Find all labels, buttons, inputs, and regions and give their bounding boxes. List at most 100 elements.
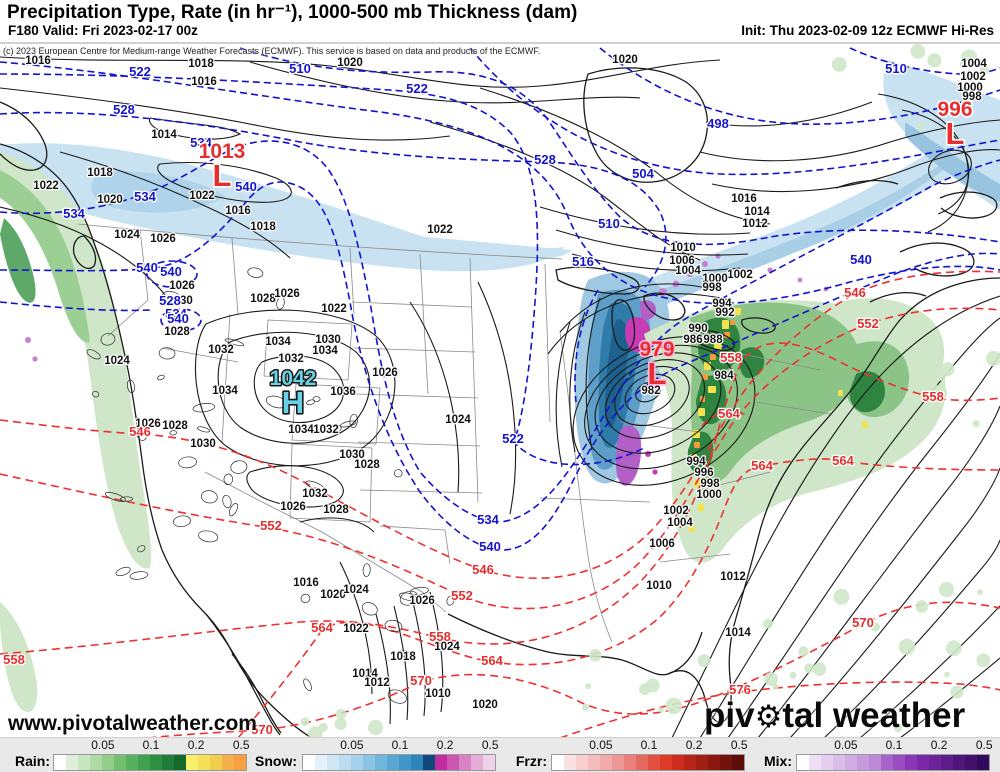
svg-text:1032: 1032 — [302, 488, 328, 500]
svg-text:1032: 1032 — [208, 344, 234, 356]
pivotal-weather-logo: piv⚙tal weather — [704, 696, 965, 736]
legend-color-cell — [672, 755, 684, 770]
svg-text:1004: 1004 — [961, 58, 987, 70]
legend-tick-label: 0.05 — [589, 738, 613, 752]
pressure-center-symbol: L — [946, 116, 965, 151]
pressure-center-value: 979 — [639, 338, 674, 361]
svg-text:1014: 1014 — [744, 206, 770, 218]
svg-text:522: 522 — [502, 431, 524, 446]
terrain-noise-layer — [86, 267, 455, 704]
svg-text:534: 534 — [477, 512, 499, 527]
isobar-layer — [0, 56, 1000, 739]
legend-color-cell — [696, 755, 708, 770]
legend-color-cell — [102, 755, 114, 770]
legend-color-cell — [953, 755, 965, 770]
legend-color-cell — [624, 755, 636, 770]
legend-color-cell — [893, 755, 905, 770]
svg-text:528: 528 — [159, 293, 181, 308]
svg-text:1002: 1002 — [960, 71, 986, 83]
precip-shading-layer — [0, 60, 1000, 713]
legend-color-cell — [576, 755, 588, 770]
logo-text-left: piv — [704, 696, 755, 735]
svg-text:1034: 1034 — [288, 424, 314, 436]
legend-color-cell — [684, 755, 696, 770]
svg-text:1030: 1030 — [339, 449, 365, 461]
legend-color-cell — [977, 755, 989, 770]
legend-color-cell — [339, 755, 351, 770]
svg-text:982: 982 — [641, 385, 660, 397]
legend-color-cell — [732, 755, 744, 770]
legend-tick-label: 0.05 — [834, 738, 858, 752]
legend-color-cell — [222, 755, 234, 770]
legend-tick-label: 0.5 — [730, 738, 748, 752]
svg-text:1026: 1026 — [409, 595, 435, 607]
svg-text:1010: 1010 — [646, 580, 672, 592]
svg-text:528: 528 — [113, 102, 135, 117]
svg-text:1016: 1016 — [225, 205, 251, 217]
legend-tick-label: 0.2 — [436, 738, 454, 752]
svg-text:1018: 1018 — [87, 167, 113, 179]
svg-text:1004: 1004 — [675, 265, 701, 277]
svg-text:1024: 1024 — [343, 584, 369, 596]
svg-text:1022: 1022 — [343, 623, 369, 635]
legend-color-cell — [797, 755, 809, 770]
legend-scale-mix — [796, 754, 990, 771]
svg-text:564: 564 — [718, 406, 740, 421]
svg-text:510: 510 — [885, 61, 907, 76]
svg-text:1018: 1018 — [188, 58, 214, 70]
legend-label-snow: Snow: — [255, 753, 297, 769]
legend-color-cell — [809, 755, 821, 770]
svg-text:990: 990 — [688, 323, 707, 335]
legend-color-cell — [210, 755, 222, 770]
precip-rate-legend: Rain: 0.05 0.1 0.2 0.5 Snow: 0.05 0.1 0.2 0.5 Frzr… — [0, 737, 1000, 772]
svg-text:540: 540 — [136, 260, 158, 275]
legend-tick-label: 0.1 — [142, 738, 160, 752]
legend-color-cell — [588, 755, 600, 770]
svg-text:540: 540 — [160, 264, 182, 279]
legend-color-cell — [423, 755, 435, 770]
svg-text:546: 546 — [129, 424, 151, 439]
svg-text:564: 564 — [832, 453, 854, 468]
svg-text:1020: 1020 — [612, 54, 638, 66]
svg-text:558: 558 — [720, 350, 742, 365]
svg-text:522: 522 — [129, 64, 151, 79]
svg-text:1026: 1026 — [135, 418, 161, 430]
svg-text:1020: 1020 — [320, 589, 346, 601]
svg-text:994: 994 — [712, 298, 732, 310]
svg-text:1016: 1016 — [731, 193, 757, 205]
pressure-center-symbol: L — [213, 158, 232, 193]
svg-text:1016: 1016 — [25, 55, 51, 67]
legend-tick-label: 0.1 — [640, 738, 658, 752]
legend-color-cell — [917, 755, 929, 770]
svg-text:1018: 1018 — [250, 221, 276, 233]
legend-color-cell — [411, 755, 423, 770]
pressure-center-value: 1013 — [199, 140, 246, 163]
legend-color-cell — [941, 755, 953, 770]
svg-text:1012: 1012 — [742, 218, 768, 230]
legend-tick-label: 0.1 — [885, 738, 903, 752]
svg-text:570: 570 — [410, 673, 432, 688]
svg-text:998: 998 — [962, 91, 982, 103]
svg-text:1000: 1000 — [696, 489, 722, 501]
legend-tick-label: 0.5 — [975, 738, 993, 752]
svg-text:998: 998 — [702, 282, 722, 294]
svg-text:984: 984 — [714, 370, 734, 382]
legend-label-rain: Rain: — [15, 753, 50, 769]
pressure-center-symbol: L — [648, 356, 667, 391]
svg-text:522: 522 — [406, 81, 428, 96]
legend-color-cell — [435, 755, 447, 770]
legend-color-cell — [198, 755, 210, 770]
svg-text:504: 504 — [632, 166, 654, 181]
svg-text:558: 558 — [429, 629, 451, 644]
svg-text:1016: 1016 — [191, 76, 217, 88]
logo-text-right: tal weather — [782, 696, 966, 735]
legend-color-cell — [303, 755, 315, 770]
legend-color-cell — [708, 755, 720, 770]
legend-color-cell — [660, 755, 672, 770]
svg-text:1002: 1002 — [727, 269, 753, 281]
svg-text:1002: 1002 — [663, 505, 689, 517]
legend-color-cell — [821, 755, 833, 770]
legend-tick-label: 0.1 — [391, 738, 409, 752]
svg-text:988: 988 — [703, 334, 723, 346]
valid-time-label: F180 Valid: Fri 2023-02-17 00z — [8, 23, 198, 38]
